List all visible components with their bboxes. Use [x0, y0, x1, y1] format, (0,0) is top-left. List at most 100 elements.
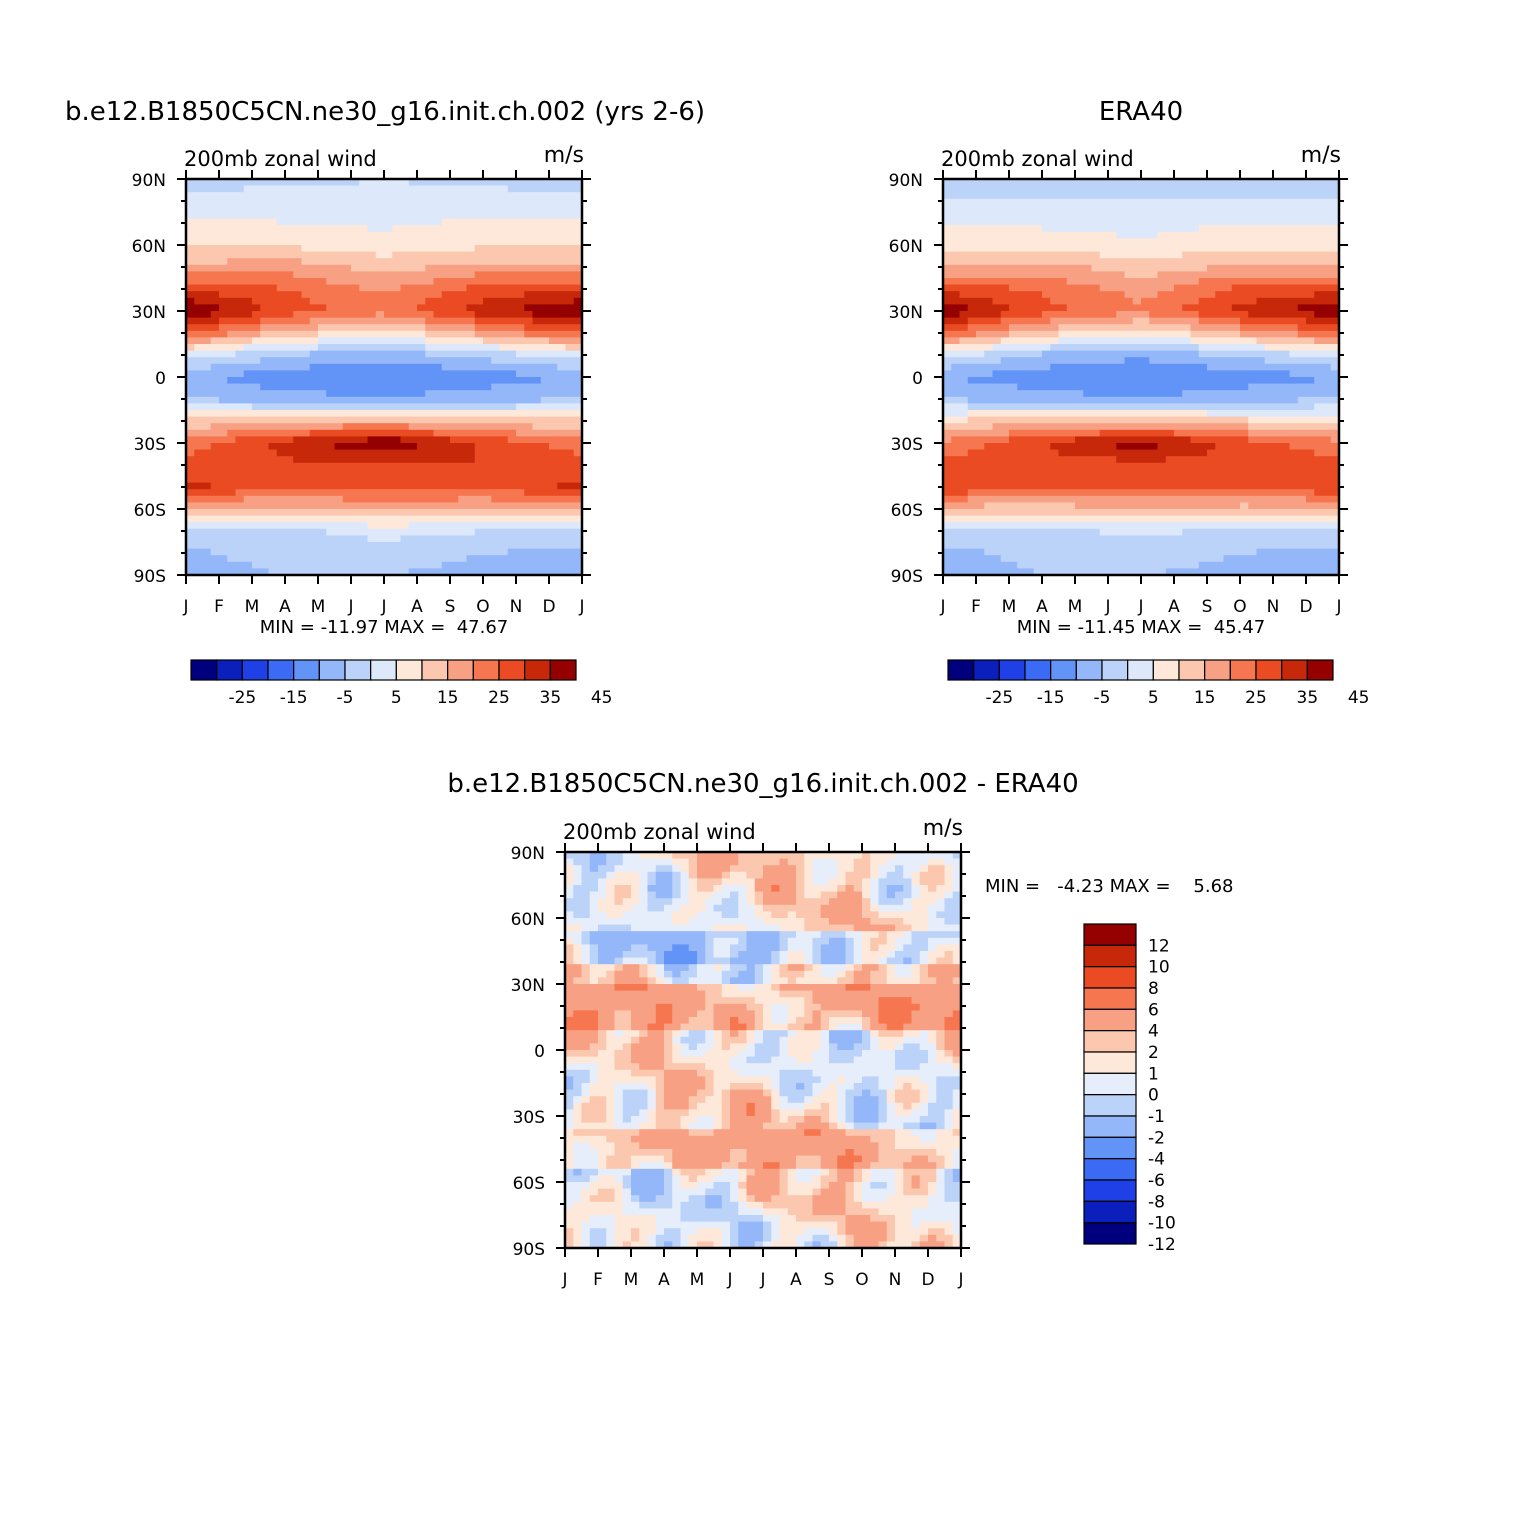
y-tick-label: 30N	[132, 303, 166, 323]
contour-cell	[688, 871, 698, 879]
contour-cell	[730, 1102, 748, 1110]
contour-cell	[754, 1030, 764, 1038]
contour-cell	[573, 1228, 583, 1236]
contour-cell	[829, 878, 847, 886]
contour-cell	[837, 871, 847, 879]
contour-cell	[664, 1168, 673, 1176]
contour-cell	[845, 1096, 855, 1104]
contour-cell	[943, 284, 1010, 292]
contour-cell	[565, 924, 583, 932]
contour-cell	[779, 1175, 789, 1183]
contour-cell	[763, 1228, 772, 1236]
contour-cell	[787, 1043, 822, 1051]
contour-cell	[1182, 304, 1233, 312]
contour-cell	[919, 951, 929, 959]
contour-cell	[837, 1168, 855, 1176]
contour-cell	[943, 218, 1340, 226]
contour-cell	[911, 871, 921, 879]
contour-cell	[886, 1102, 896, 1110]
contour-cell	[903, 918, 929, 926]
contour-cell	[1330, 436, 1340, 444]
contour-cell	[425, 317, 476, 325]
contour-cell	[614, 1023, 632, 1031]
contour-cell	[186, 297, 195, 305]
contour-cell	[565, 858, 574, 866]
contour-cell	[713, 1129, 805, 1137]
contour-cell	[565, 1162, 574, 1170]
contour-cell	[862, 1036, 871, 1044]
contour-cell	[565, 1069, 591, 1077]
contour-cell	[738, 1228, 764, 1236]
colorbar-box	[998, 659, 1026, 681]
contour-cell	[664, 1023, 682, 1031]
contour-cell	[738, 1069, 781, 1077]
contour-cell	[688, 977, 723, 985]
contour-cell	[672, 1003, 706, 1011]
contour-cell	[664, 964, 690, 972]
contour-cell	[936, 1089, 954, 1097]
contour-cell	[992, 344, 1051, 352]
contour-cell	[606, 1135, 632, 1143]
contour-cell	[936, 1056, 954, 1064]
contour-cell	[944, 1036, 962, 1044]
contour-cell	[919, 1102, 929, 1110]
x-tick-label: J	[578, 597, 584, 617]
contour-cell	[943, 324, 969, 332]
contour-cell	[614, 1056, 632, 1064]
contour-cell	[730, 891, 739, 899]
contour-cell	[952, 871, 962, 879]
contour-cell	[713, 1036, 723, 1044]
contour-cell	[721, 984, 739, 992]
contour-cell	[820, 1017, 830, 1025]
contour-cell	[713, 1182, 731, 1190]
colorbar-box	[318, 659, 346, 681]
contour-cell	[697, 1182, 715, 1190]
colorbar-label: -5	[337, 688, 354, 708]
contour-cell	[919, 865, 929, 873]
x-tick-label: J	[1137, 597, 1143, 617]
contour-cell	[967, 396, 1299, 404]
contour-cell	[779, 885, 797, 893]
contour-cell	[870, 871, 880, 879]
contour-cell	[664, 904, 682, 912]
contour-cell	[697, 1010, 715, 1018]
contour-cell	[911, 1155, 929, 1163]
contour-cell	[186, 449, 195, 457]
y-tick-label: 90S	[134, 567, 166, 587]
contour-cell	[796, 1234, 814, 1242]
contour-cell	[895, 1135, 921, 1143]
contour-cell	[936, 1182, 946, 1190]
contour-cell	[952, 1102, 962, 1110]
contour-cell	[862, 951, 888, 959]
contour-cell	[1231, 284, 1340, 292]
x-tick-label: F	[593, 1270, 603, 1290]
contour-cell	[589, 1182, 624, 1190]
contour-cell	[1149, 357, 1266, 365]
contour-cell	[812, 871, 838, 879]
contour-cell	[796, 1162, 822, 1170]
contour-cell	[565, 1241, 574, 1249]
contour-cell	[911, 1208, 962, 1216]
contour-cell	[1207, 410, 1340, 418]
contour-cell	[606, 911, 624, 919]
contour-cell	[589, 865, 599, 873]
contour-cell	[928, 1182, 937, 1190]
colorbar-box	[1083, 1136, 1137, 1160]
contour-cell	[705, 951, 715, 959]
contour-cell	[705, 1188, 731, 1196]
contour-cell	[862, 944, 871, 952]
contour-cell	[680, 885, 690, 893]
contour-cell	[911, 878, 921, 886]
contour-cell	[1009, 284, 1101, 292]
contour-cell	[779, 1036, 789, 1044]
contour-cell	[375, 251, 393, 259]
contour-cell	[738, 1030, 748, 1038]
colorbar-box	[1083, 1051, 1137, 1074]
contour-cell	[1009, 330, 1060, 338]
contour-cell	[186, 363, 212, 371]
contour-cell	[779, 1043, 789, 1051]
contour-cell	[829, 1234, 838, 1242]
contour-cell	[647, 878, 657, 886]
contour-cell	[400, 436, 451, 444]
